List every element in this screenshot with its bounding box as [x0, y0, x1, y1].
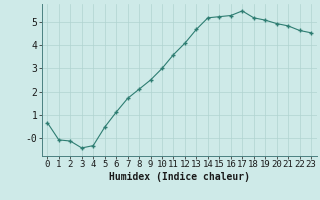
- X-axis label: Humidex (Indice chaleur): Humidex (Indice chaleur): [109, 172, 250, 182]
